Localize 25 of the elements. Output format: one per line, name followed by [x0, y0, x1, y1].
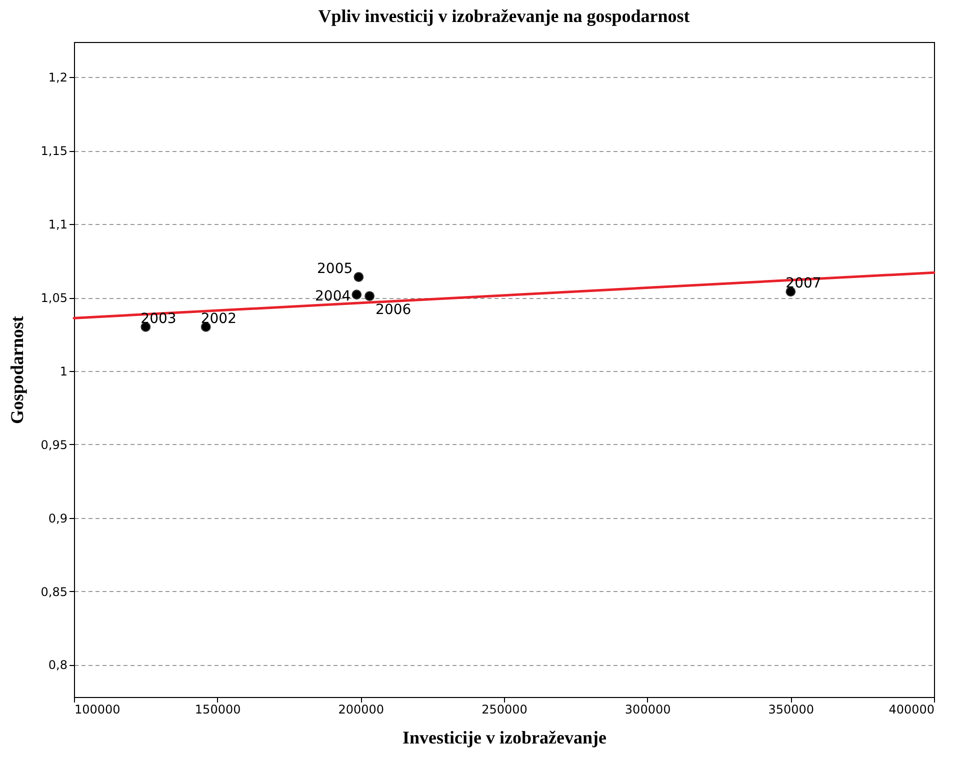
x-tick-label: 100000 [74, 702, 120, 716]
x-tick-label: 200000 [338, 702, 384, 716]
annotation: 2004 [315, 288, 351, 305]
y-tick-label: 0,95 [40, 438, 68, 452]
x-tick-label: 250000 [482, 702, 528, 716]
x-tick-label: 400000 [888, 702, 934, 716]
y-tick-label: 1,2 [48, 70, 68, 85]
annotation: 2005 [317, 260, 353, 277]
y-tick-label: 1,15 [40, 144, 68, 158]
chart-title: Vpliv investicij v izobraževanje na gospodarnost [318, 6, 690, 26]
annotation: 2006 [376, 302, 412, 318]
annotation: 2003 [140, 310, 176, 327]
y-tick-label: 0,8 [48, 658, 68, 672]
y-tick-label: 0,85 [40, 584, 68, 599]
y-tick-label: 0,9 [48, 511, 68, 526]
x-tick-label: 300000 [624, 702, 671, 716]
x-tick-label: 350000 [768, 702, 814, 716]
x-axis-title: Investicije v izobraževanje [402, 728, 606, 748]
annotation: 2002 [200, 310, 237, 327]
y-axis-title: Gospodarnost [6, 316, 27, 424]
x-tick-label: 150000 [194, 702, 241, 716]
y-tick-label: 1,05 [40, 291, 68, 306]
y-tick-label: 1 [60, 364, 68, 378]
y-tick-label: 1,1 [48, 218, 68, 232]
annotation: 2007 [786, 276, 822, 292]
